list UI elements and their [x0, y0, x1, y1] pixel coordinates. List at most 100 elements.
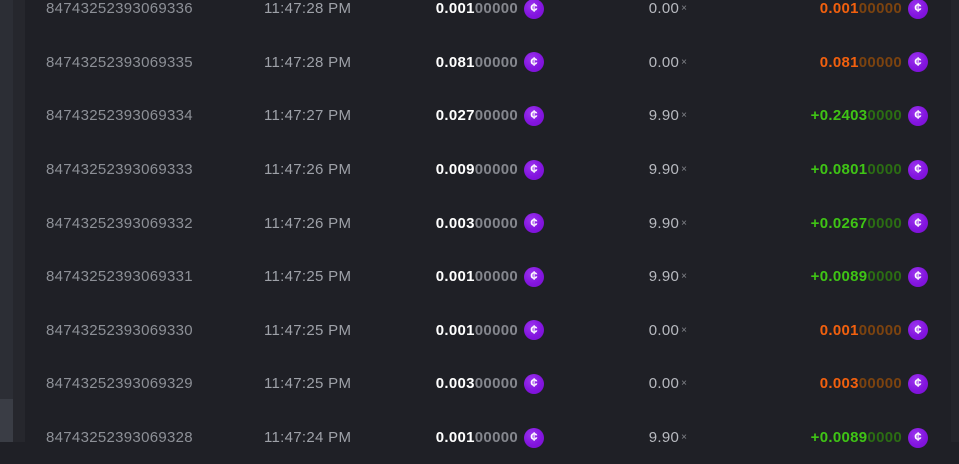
- bet-amount-cell: 0.00100000 ¢: [404, 320, 544, 341]
- table-row[interactable]: 84743252393069328 11:47:24 PM 0.00100000…: [25, 411, 928, 464]
- table-row[interactable]: 84743252393069336 11:47:28 PM 0.00100000…: [25, 0, 928, 36]
- bet-multiplier: 0.00 ×: [544, 375, 792, 392]
- bet-amount: 0.00100000: [436, 322, 518, 339]
- payout-trailing-zeros: 0000: [867, 214, 902, 232]
- bet-amount-significant: 0.027: [435, 107, 475, 125]
- coin-icon: ¢: [524, 105, 544, 126]
- multiplier-times-symbol: ×: [681, 324, 688, 336]
- bet-payout: +0.02670000: [811, 215, 902, 232]
- bet-amount-significant: 0.003: [435, 214, 475, 232]
- bet-multiplier: 9.90 ×: [544, 429, 792, 446]
- bet-amount-cell: 0.00100000 ¢: [404, 0, 544, 19]
- bet-id: 84743252393069335: [46, 53, 193, 71]
- bet-amount: 0.02700000: [436, 107, 518, 124]
- left-panel-gutter: [13, 0, 25, 442]
- bet-amount-cell: 0.00300000 ¢: [404, 373, 544, 394]
- payout-trailing-zeros: 00000: [858, 321, 902, 339]
- table-row[interactable]: 84743252393069335 11:47:28 PM 0.08100000…: [25, 36, 928, 90]
- payout-significant: 0.081: [819, 53, 859, 71]
- bet-payout: +0.08010000: [811, 161, 902, 178]
- coin-icon: ¢: [524, 320, 544, 341]
- bet-payout: 0.00100000: [820, 322, 902, 339]
- bet-time: 11:47:26 PM: [264, 161, 352, 179]
- coin-icon: ¢: [524, 159, 544, 180]
- bet-multiplier: 9.90 ×: [544, 215, 792, 232]
- coin-icon: ¢: [524, 213, 544, 234]
- bet-payout: 0.00300000: [820, 375, 902, 392]
- bet-multiplier: 0.00 ×: [544, 322, 792, 339]
- cent-glyph: ¢: [914, 375, 922, 391]
- bet-amount-significant: 0.001: [435, 321, 475, 339]
- cent-glyph: ¢: [914, 107, 922, 123]
- payout-trailing-zeros: 0000: [867, 268, 902, 286]
- bets-history-table: 84743252393069336 11:47:28 PM 0.00100000…: [25, 0, 928, 464]
- cent-glyph: ¢: [914, 53, 922, 69]
- bet-id: 84743252393069334: [46, 107, 193, 125]
- multiplier-value: 9.90: [648, 107, 680, 125]
- coin-icon: ¢: [908, 373, 928, 394]
- coin-icon: ¢: [908, 213, 928, 234]
- bets-table-body: 84743252393069336 11:47:28 PM 0.00100000…: [25, 0, 928, 464]
- left-scrollbar-track[interactable]: [0, 0, 13, 442]
- right-edge-strip: [951, 0, 959, 442]
- bet-amount-trailing-zeros: 00000: [474, 375, 518, 393]
- payout-trailing-zeros: 0000: [867, 161, 902, 179]
- multiplier-times-symbol: ×: [681, 164, 688, 176]
- multiplier-value: 9.90: [648, 429, 680, 447]
- bet-id: 84743252393069331: [46, 268, 193, 286]
- bet-payout-cell: +0.08010000 ¢: [792, 159, 928, 180]
- payout-significant: +0.0801: [810, 161, 868, 179]
- table-row[interactable]: 84743252393069333 11:47:26 PM 0.00900000…: [25, 143, 928, 197]
- cent-glyph: ¢: [914, 0, 922, 16]
- cent-glyph: ¢: [530, 53, 538, 69]
- bet-amount-cell: 0.00900000 ¢: [404, 159, 544, 180]
- bet-amount-cell: 0.08100000 ¢: [404, 52, 544, 73]
- bet-time: 11:47:24 PM: [264, 429, 352, 447]
- cent-glyph: ¢: [530, 375, 538, 391]
- table-row[interactable]: 84743252393069332 11:47:26 PM 0.00300000…: [25, 196, 928, 250]
- bet-payout: 0.00100000: [820, 0, 902, 17]
- cent-glyph: ¢: [530, 268, 538, 284]
- bet-id: 84743252393069332: [46, 214, 193, 232]
- bet-multiplier: 9.90 ×: [544, 161, 792, 178]
- bet-payout: +0.00890000: [811, 429, 902, 446]
- payout-significant: 0.003: [819, 375, 859, 393]
- bet-id: 84743252393069333: [46, 161, 193, 179]
- coin-icon: ¢: [524, 427, 544, 448]
- payout-significant: +0.0089: [810, 429, 868, 447]
- table-row[interactable]: 84743252393069329 11:47:25 PM 0.00300000…: [25, 357, 928, 411]
- payout-trailing-zeros: 00000: [858, 375, 902, 393]
- coin-icon: ¢: [524, 266, 544, 287]
- bet-payout-cell: +0.00890000 ¢: [792, 427, 928, 448]
- bet-amount-significant: 0.001: [435, 268, 475, 286]
- bet-payout-cell: 0.00300000 ¢: [792, 373, 928, 394]
- bet-amount-cell: 0.02700000 ¢: [404, 105, 544, 126]
- bet-time: 11:47:27 PM: [264, 107, 352, 125]
- cent-glyph: ¢: [530, 214, 538, 230]
- bet-amount: 0.00300000: [436, 215, 518, 232]
- bet-time: 11:47:28 PM: [264, 0, 352, 18]
- bet-payout-cell: +0.00890000 ¢: [792, 266, 928, 287]
- bet-amount-significant: 0.081: [435, 53, 475, 71]
- table-row[interactable]: 84743252393069330 11:47:25 PM 0.00100000…: [25, 304, 928, 358]
- coin-icon: ¢: [908, 320, 928, 341]
- bet-time: 11:47:26 PM: [264, 214, 352, 232]
- bet-multiplier: 0.00 ×: [544, 0, 792, 17]
- multiplier-times-symbol: ×: [681, 271, 688, 283]
- table-row[interactable]: 84743252393069331 11:47:25 PM 0.00100000…: [25, 250, 928, 304]
- payout-trailing-zeros: 0000: [867, 107, 902, 125]
- table-row[interactable]: 84743252393069334 11:47:27 PM 0.02700000…: [25, 89, 928, 143]
- bet-amount-cell: 0.00100000 ¢: [404, 266, 544, 287]
- cent-glyph: ¢: [530, 107, 538, 123]
- bet-amount-trailing-zeros: 00000: [474, 268, 518, 286]
- bet-amount-significant: 0.009: [435, 161, 475, 179]
- bet-payout: 0.08100000: [820, 54, 902, 71]
- bet-amount-trailing-zeros: 00000: [474, 429, 518, 447]
- coin-icon: ¢: [908, 105, 928, 126]
- bet-payout-cell: +0.02670000 ¢: [792, 213, 928, 234]
- bet-amount-trailing-zeros: 00000: [474, 0, 518, 18]
- bet-payout-cell: +0.24030000 ¢: [792, 105, 928, 126]
- multiplier-times-symbol: ×: [681, 432, 688, 444]
- left-scrollbar-thumb[interactable]: [0, 399, 13, 442]
- multiplier-times-symbol: ×: [681, 110, 688, 122]
